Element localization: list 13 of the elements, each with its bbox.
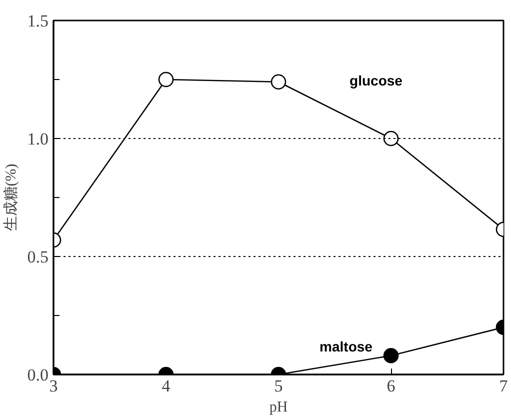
x-axis-title: pH [269,400,288,416]
x-tick-label: 6 [386,376,396,396]
x-tick-label: 3 [49,376,58,396]
y-tick-label: 0.0 [27,366,48,384]
x-tick-label: 4 [162,376,171,396]
y-tick-label: 1.5 [27,12,48,30]
series-label: glucose [350,72,403,88]
x-tick-label: 5 [274,376,283,396]
y-tick-label: 1.0 [27,130,48,148]
y-axis-title: 生成糖(%) [2,164,20,232]
x-tick-label: 7 [499,376,508,396]
series-label: maltose [320,338,373,355]
y-tick-label: 0.5 [27,248,48,266]
